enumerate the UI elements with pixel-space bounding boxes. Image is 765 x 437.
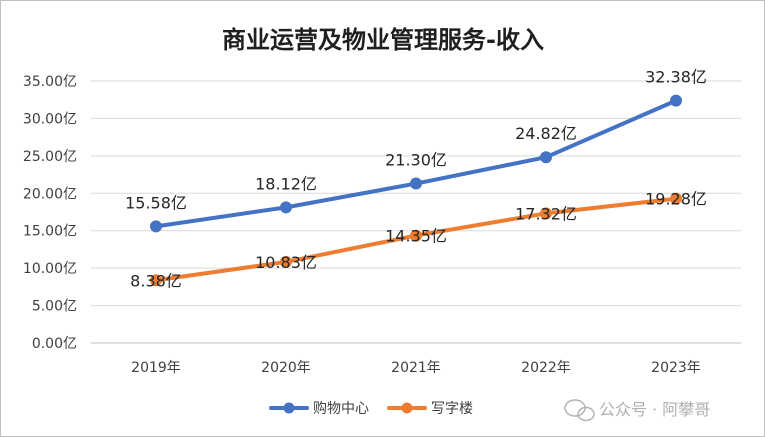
data-label: 8.38亿 <box>130 271 182 290</box>
x-tick-label: 2022年 <box>521 360 571 376</box>
watermark-text: 公众号 · 阿攀哥 <box>599 400 710 419</box>
data-point <box>670 94 682 107</box>
data-label: 24.82亿 <box>515 124 577 143</box>
data-labels: 15.58亿 18.12亿 21.30亿 24.82亿 32.38亿 8.38亿 10.83… <box>125 68 707 291</box>
legend: 购物中心 写字楼 <box>269 401 473 417</box>
data-label: 18.12亿 <box>255 174 317 193</box>
data-label: 17.32亿 <box>515 204 577 223</box>
y-tick-label: 35.00亿 <box>23 74 77 90</box>
x-tick-label: 2020年 <box>261 360 311 376</box>
y-tick-label: 25.00亿 <box>23 149 77 165</box>
x-tick-label: 2019年 <box>131 360 181 376</box>
data-label: 32.38亿 <box>645 68 707 87</box>
gridlines <box>91 80 741 344</box>
x-tick-label: 2023年 <box>651 360 701 376</box>
y-tick-label: 20.00亿 <box>23 186 77 202</box>
data-point <box>150 274 162 287</box>
data-point <box>280 201 292 214</box>
y-tick-label: 5.00亿 <box>32 299 77 315</box>
data-point <box>410 229 422 242</box>
wechat-icon <box>564 399 595 422</box>
data-point <box>150 220 162 233</box>
y-tick-label: 10.00亿 <box>23 261 77 277</box>
data-label: 10.83亿 <box>255 253 317 272</box>
y-tick-label: 0.00亿 <box>32 336 77 352</box>
chart-title: 商业运营及物业管理服务-收入 <box>222 26 544 54</box>
legend-marker <box>283 402 295 414</box>
y-tick-label: 15.00亿 <box>23 224 77 240</box>
data-label: 21.30亿 <box>385 151 447 170</box>
data-label: 14.35亿 <box>385 227 447 246</box>
legend-label: 写字楼 <box>431 401 473 417</box>
data-label: 15.58亿 <box>125 193 187 212</box>
data-point <box>280 255 292 268</box>
data-point <box>670 192 682 205</box>
data-label: 19.28亿 <box>645 190 707 209</box>
series-group <box>150 94 682 287</box>
data-point <box>540 207 552 220</box>
legend-label: 购物中心 <box>313 401 369 417</box>
data-point <box>410 177 422 190</box>
legend-marker <box>401 402 413 414</box>
y-axis-ticks: 0.00亿 5.00亿 10.00亿 15.00亿 20.00亿 25.00亿 30.00亿… <box>23 74 77 352</box>
y-tick-label: 30.00亿 <box>23 111 77 127</box>
x-axis-ticks: 2019年 2020年 2021年 2022年 2023年 <box>131 360 701 376</box>
data-point <box>540 151 552 164</box>
watermark: 公众号 · 阿攀哥 <box>564 399 710 422</box>
x-tick-label: 2021年 <box>391 360 441 376</box>
